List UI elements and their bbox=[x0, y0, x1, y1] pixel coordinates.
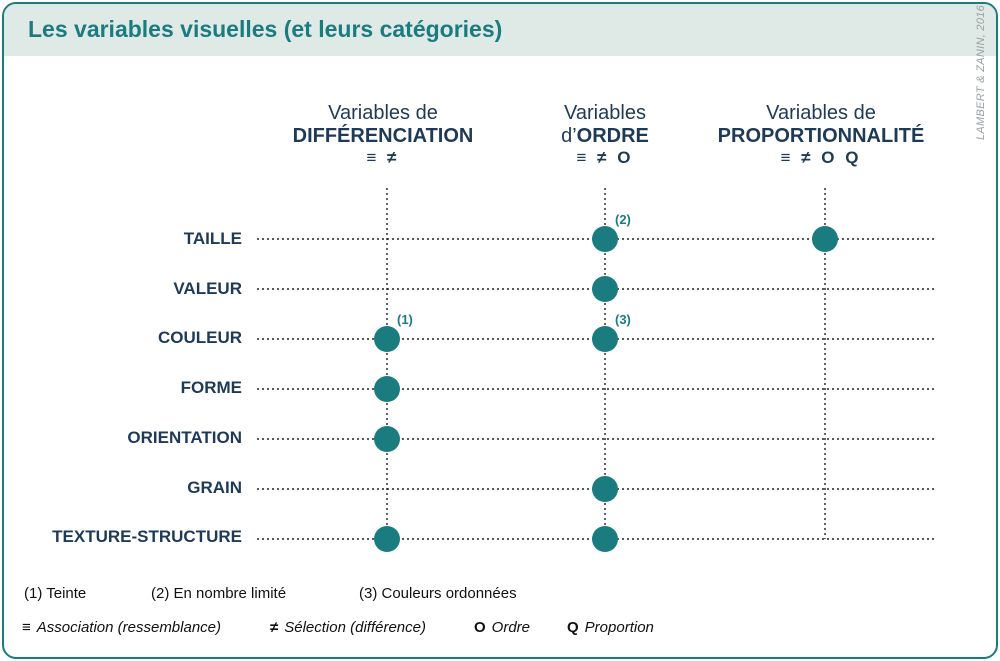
circle-icon: O bbox=[474, 619, 486, 636]
footnote-1: (1) Teinte bbox=[24, 585, 87, 602]
not-equal-icon: ≠ bbox=[270, 619, 279, 636]
row-label-forme: FORME bbox=[180, 378, 242, 397]
footnote-2: (2) En nombre limité bbox=[151, 585, 287, 602]
mark-dot bbox=[592, 326, 618, 352]
legend-label: Proportion bbox=[584, 619, 654, 636]
column-header-symbols: ≡ ≠ bbox=[366, 148, 400, 167]
mark-dot bbox=[812, 226, 838, 252]
column-header-proportionnalite: Variables de PROPORTIONNALITÉ ≡ ≠ O Q bbox=[701, 102, 941, 168]
legend-association: ≡ Association (ressemblance) bbox=[22, 619, 221, 636]
legend-ordre: O Ordre bbox=[474, 619, 530, 636]
row-label-orientation: ORIENTATION bbox=[127, 428, 242, 447]
page-title: Les variables visuelles (et leurs catégo… bbox=[28, 16, 503, 42]
mark-dot bbox=[374, 526, 400, 552]
mark-annotation: (3) bbox=[615, 312, 631, 327]
magnifier-icon: Q bbox=[567, 619, 579, 636]
column-header-line2: d’ORDRE bbox=[561, 125, 649, 147]
legend-label: Sélection (différence) bbox=[284, 619, 426, 636]
row-label-couleur: COULEUR bbox=[157, 328, 242, 347]
column-header-symbols: ≡ ≠ O bbox=[576, 148, 634, 167]
title-bar: Les variables visuelles (et leurs catégo… bbox=[4, 4, 996, 56]
column-header-line1: Variables de bbox=[328, 102, 438, 124]
column-header-ordre: Variables d’ORDRE ≡ ≠ O bbox=[485, 102, 725, 168]
mark-dot bbox=[592, 276, 618, 302]
legend-proportion: Q Proportion bbox=[567, 619, 654, 636]
row-label-grain: GRAIN bbox=[187, 478, 242, 497]
mark-dot bbox=[374, 376, 400, 402]
mark-annotation: (1) bbox=[397, 312, 413, 327]
row-label-taille: TAILLE bbox=[183, 229, 242, 248]
legend-label: Association (ressemblance) bbox=[36, 619, 222, 636]
column-header-symbols: ≡ ≠ O Q bbox=[780, 148, 862, 167]
column-header-line1: Variables de bbox=[766, 102, 876, 124]
mark-dot bbox=[374, 326, 400, 352]
column-header-line2: DIFFÉRENCIATION bbox=[292, 125, 474, 147]
footnote-3: (3) Couleurs ordonnées bbox=[359, 585, 517, 602]
legend-label: Ordre bbox=[491, 619, 531, 636]
legend-selection: ≠ Sélection (différence) bbox=[270, 619, 426, 636]
row-label-valeur: VALEUR bbox=[173, 279, 242, 298]
mark-dot bbox=[592, 226, 618, 252]
mark-dot bbox=[374, 426, 400, 452]
column-header-differenciation: Variables de DIFFÉRENCIATION ≡ ≠ bbox=[263, 102, 503, 168]
mark-dot bbox=[592, 526, 618, 552]
column-header-line1: Variables bbox=[564, 102, 646, 124]
row-label-texture-structure: TEXTURE-STRUCTURE bbox=[52, 527, 242, 546]
association-icon: ≡ bbox=[22, 619, 31, 636]
mark-annotation: (2) bbox=[615, 212, 631, 227]
mark-dot bbox=[592, 476, 618, 502]
column-header-line2: PROPORTIONNALITÉ bbox=[717, 125, 925, 147]
